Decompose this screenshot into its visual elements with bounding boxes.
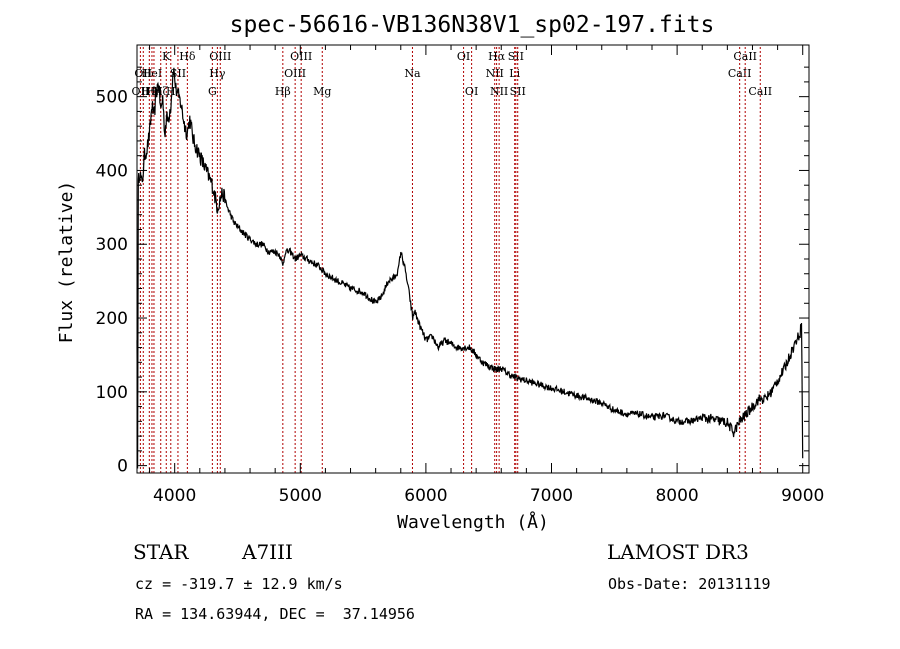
line-label-20: NII bbox=[486, 67, 504, 80]
y-tick-label-300: 300 bbox=[96, 235, 128, 255]
line-label-3: HeI bbox=[142, 67, 162, 80]
line-label-23: Li bbox=[509, 67, 520, 80]
line-label-28: CaII bbox=[748, 85, 772, 98]
y-tick-label-100: 100 bbox=[96, 383, 128, 403]
line-label-21: Hα bbox=[488, 50, 506, 63]
y-tick-label-200: 200 bbox=[96, 309, 128, 329]
line-label-0: OII bbox=[132, 85, 150, 98]
line-label-9: Hδ bbox=[179, 50, 196, 63]
line-label-10: G bbox=[208, 85, 217, 98]
x-tick-label-7000: 7000 bbox=[530, 486, 573, 506]
line-label-14: OIII bbox=[284, 67, 306, 80]
line-label-1: OII bbox=[134, 67, 152, 80]
spectrum-line bbox=[136, 67, 804, 469]
line-label-6: K bbox=[162, 50, 171, 63]
x-tick-label-9000: 9000 bbox=[781, 486, 824, 506]
line-label-26: CaII bbox=[728, 67, 752, 80]
y-tick-label-400: 400 bbox=[96, 161, 128, 181]
redshift-readout: cz = -319.7 ± 12.9 km/s bbox=[135, 575, 343, 593]
y-tick-label-0: 0 bbox=[117, 457, 128, 477]
line-label-22: NII bbox=[490, 85, 508, 98]
survey-name: LAMOST DR3 bbox=[607, 540, 749, 564]
line-label-11: Hγ bbox=[209, 67, 226, 80]
line-label-27: CaII bbox=[733, 50, 757, 63]
x-axis-label: Wavelength (Å) bbox=[397, 511, 549, 533]
x-axis-ticks: 4000 5000 6000 7000 8000 9000 bbox=[149, 45, 824, 506]
line-label-7: H bbox=[166, 85, 176, 98]
x-tick-label-6000: 6000 bbox=[404, 486, 447, 506]
coordinates: RA = 134.63944, DEC = 37.14956 bbox=[135, 605, 415, 623]
line-label-24: SII bbox=[508, 50, 524, 63]
emission-lines: OIIOIIHθHeIHηHζKHSIIHδGHγOIIIHβOIIIOIIIM… bbox=[132, 47, 772, 473]
y-axis-ticks: 0 100 200 300 400 500 bbox=[96, 66, 809, 477]
chart-title: spec-56616-VB136N38V1_sp02-197.fits bbox=[230, 12, 715, 38]
spectral-subclass: A7III bbox=[242, 540, 293, 564]
line-label-17: Na bbox=[404, 67, 421, 80]
obs-date: Obs-Date: 20131119 bbox=[608, 575, 771, 593]
line-label-15: OIII bbox=[290, 50, 312, 63]
x-tick-label-5000: 5000 bbox=[279, 486, 322, 506]
y-axis-label: Flux (relative) bbox=[56, 181, 77, 344]
y-tick-label-500: 500 bbox=[96, 88, 128, 108]
line-label-13: Hβ bbox=[275, 85, 291, 98]
x-tick-label-4000: 4000 bbox=[153, 486, 196, 506]
line-label-19: OI bbox=[465, 85, 478, 98]
x-tick-label-8000: 8000 bbox=[655, 486, 698, 506]
line-label-16: Mg bbox=[313, 85, 331, 98]
line-label-18: OI bbox=[457, 50, 470, 63]
object-type: STAR bbox=[133, 540, 189, 564]
plot-frame bbox=[136, 44, 810, 474]
line-label-12: OIII bbox=[209, 50, 231, 63]
line-label-25: SII bbox=[510, 85, 526, 98]
